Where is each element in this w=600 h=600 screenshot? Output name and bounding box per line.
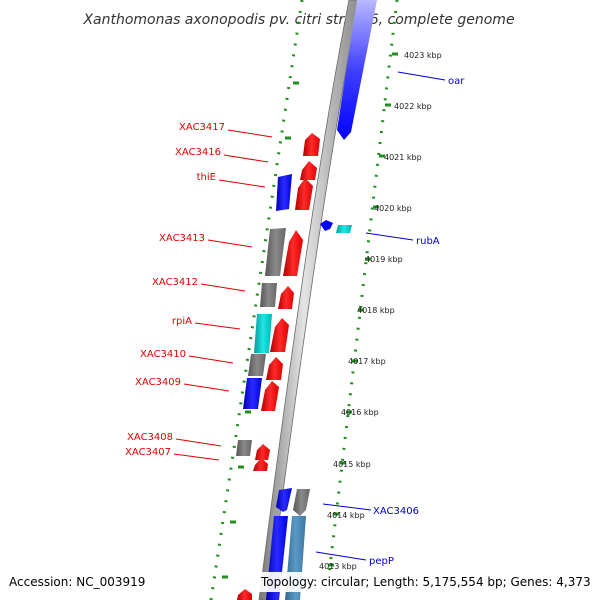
map-title: Xanthomonas axonopodis pv. citri str. 30… bbox=[82, 12, 514, 28]
gene-feature bbox=[236, 440, 252, 456]
gene-feature bbox=[270, 318, 289, 352]
gene-label: pepP bbox=[369, 556, 394, 567]
tick-label: 4022 kbp bbox=[394, 102, 432, 111]
tick-label: 4020 kbp bbox=[374, 204, 412, 213]
gene-label: XAC3412 bbox=[152, 277, 198, 288]
gene-feature bbox=[283, 230, 303, 276]
gene-feature bbox=[266, 357, 283, 380]
gene-labels-right: oar rubA XAC3406 pepP bbox=[369, 76, 465, 567]
gene-label: rpiA bbox=[172, 316, 192, 327]
gene-feature bbox=[320, 220, 333, 231]
features-reverse bbox=[236, 174, 292, 600]
gene-feature bbox=[254, 314, 272, 353]
gene-label: XAC3406 bbox=[373, 506, 419, 517]
gene-feature bbox=[255, 444, 270, 460]
tick-label: 4013 kbp bbox=[319, 562, 357, 571]
gene-feature bbox=[248, 354, 266, 376]
gene-label: XAC3416 bbox=[175, 147, 221, 158]
features-forward bbox=[237, 133, 320, 600]
footer-bg bbox=[258, 572, 600, 592]
tick-marks bbox=[328, 52, 398, 567]
features-outer bbox=[285, 0, 377, 600]
gene-label: XAC3410 bbox=[140, 349, 186, 360]
leader-lines-right bbox=[315, 71, 446, 561]
gene-feature bbox=[276, 488, 292, 512]
gene-label: oar bbox=[448, 76, 465, 87]
gene-feature bbox=[260, 283, 277, 307]
genome-backbone bbox=[258, 0, 360, 600]
outer-ring-right bbox=[324, 0, 399, 600]
gene-feature bbox=[278, 286, 294, 309]
genome-summary-text: Topology: circular; Length: 5,175,554 bp… bbox=[260, 575, 591, 589]
gene-label: XAC3413 bbox=[159, 233, 205, 244]
accession-text: Accession: NC_003919 bbox=[9, 575, 145, 589]
tick-label: 4023 kbp bbox=[404, 51, 442, 60]
gene-feature bbox=[265, 228, 286, 276]
tick-label: 4017 kbp bbox=[348, 357, 386, 366]
gene-feature bbox=[295, 178, 313, 210]
tick-label: 4014 kbp bbox=[327, 511, 365, 520]
gene-label: rubA bbox=[416, 236, 440, 247]
gene-label: XAC3409 bbox=[135, 377, 181, 388]
tick-label: 4018 kbp bbox=[357, 306, 395, 315]
gene-feature bbox=[237, 589, 252, 600]
leader-lines-left bbox=[173, 129, 273, 461]
gene-feature bbox=[276, 174, 292, 211]
gene-feature bbox=[337, 0, 377, 140]
gene-label: XAC3407 bbox=[125, 447, 171, 458]
tick-label: 4021 kbp bbox=[384, 153, 422, 162]
tick-labels: 4023 kbp 4022 kbp 4021 kbp 4020 kbp 4019… bbox=[319, 51, 442, 571]
gene-labels-left: XAC3417 XAC3416 thiE XAC3413 XAC3412 rpi… bbox=[125, 122, 225, 458]
gene-feature bbox=[253, 458, 268, 471]
gene-feature bbox=[243, 378, 262, 409]
gene-label: thiE bbox=[197, 172, 216, 183]
gene-feature bbox=[336, 225, 352, 233]
gene-feature bbox=[293, 489, 310, 516]
gene-feature bbox=[300, 161, 317, 180]
tick-label: 4019 kbp bbox=[365, 255, 403, 264]
gene-label: XAC3408 bbox=[127, 432, 173, 443]
gene-label: XAC3417 bbox=[179, 122, 225, 133]
tick-label: 4015 kbp bbox=[333, 460, 371, 469]
tick-label: 4016 kbp bbox=[341, 408, 379, 417]
gene-feature bbox=[303, 133, 320, 156]
gene-feature bbox=[261, 381, 279, 411]
